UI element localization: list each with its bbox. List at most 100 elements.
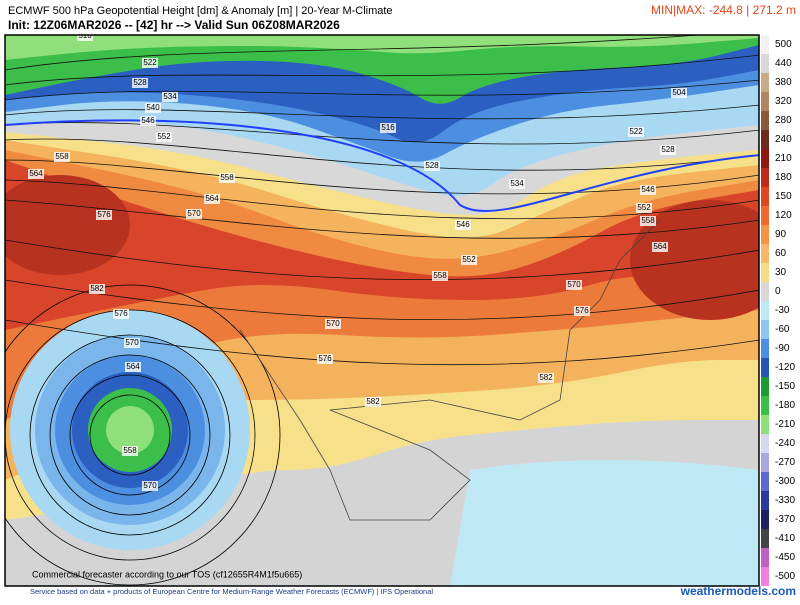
footer-credit: Service based on data + products of Euro… xyxy=(30,587,433,596)
contour-line xyxy=(5,122,759,145)
contour-label: 528 xyxy=(133,78,147,87)
colorbar-swatch xyxy=(761,263,769,282)
colorbar-label: -210 xyxy=(775,419,795,430)
anomaly-band xyxy=(5,35,759,60)
anomaly-blob xyxy=(5,175,130,275)
colorbar-swatch xyxy=(761,396,769,415)
colorbar-label: 0 xyxy=(775,286,781,297)
contour-line xyxy=(89,394,171,476)
contour-label: 558 xyxy=(433,271,447,280)
colorbar-label: 90 xyxy=(775,229,787,240)
colorbar-swatch xyxy=(761,111,769,130)
colorbar-swatch xyxy=(761,73,769,92)
colorbar-swatch xyxy=(761,244,769,263)
contour-label: 534 xyxy=(510,179,524,188)
contour-label: 558 xyxy=(123,446,137,455)
colorbar-swatch xyxy=(761,149,769,168)
watermark: Commercial forecaster according to our T… xyxy=(32,569,302,579)
contour-line xyxy=(5,279,759,321)
contour-label: 576 xyxy=(575,306,589,315)
contour-label: 576 xyxy=(318,354,332,363)
colorbar-swatch xyxy=(761,225,769,244)
contour-label-bg xyxy=(640,185,656,195)
colorbar-label: 150 xyxy=(775,191,792,202)
colorbar-swatch xyxy=(761,187,769,206)
contour-label-bg xyxy=(628,127,644,137)
contour-label-bg xyxy=(424,161,440,171)
contour-label: 546 xyxy=(141,116,155,125)
colorbar-label: 180 xyxy=(775,172,792,183)
contour-label: 504 xyxy=(672,88,686,97)
contour-label: 564 xyxy=(29,169,43,178)
contour-label-bg xyxy=(509,179,525,189)
contour-label: 534 xyxy=(163,92,177,101)
contour-label-bg xyxy=(125,362,141,372)
colorbar-label: -270 xyxy=(775,457,795,468)
colorbar-label: -330 xyxy=(775,495,795,506)
low-anomaly xyxy=(106,406,154,454)
contour-label: 522 xyxy=(143,58,157,67)
colorbar-swatch xyxy=(761,168,769,187)
contour-label-bg xyxy=(365,397,381,407)
contour-label: 546 xyxy=(456,220,470,229)
contour-label: 552 xyxy=(462,255,476,264)
colorbar-swatch xyxy=(761,130,769,149)
contour-label: 576 xyxy=(97,210,111,219)
contour-label-bg xyxy=(671,88,687,98)
colorbar-label: -240 xyxy=(775,438,795,449)
contour-label: 528 xyxy=(661,145,675,154)
colorbar-swatch xyxy=(761,358,769,377)
contour-line xyxy=(49,354,211,516)
colorbar-label: 120 xyxy=(775,210,792,221)
colorbar-label: -150 xyxy=(775,381,795,392)
contour-label-bg xyxy=(317,354,333,364)
colorbar-label: -410 xyxy=(775,533,795,544)
contour-label-bg xyxy=(204,194,220,204)
colorbar-label: -120 xyxy=(775,362,795,373)
colorbar-swatch xyxy=(761,529,769,548)
contour-label-bg xyxy=(77,35,93,41)
contour-label: 570 xyxy=(125,338,139,347)
contour-line xyxy=(5,54,759,86)
contour-line xyxy=(5,104,759,120)
colorbar-label: 280 xyxy=(775,115,792,126)
contour-label-bg xyxy=(538,373,554,383)
contour-label: 570 xyxy=(143,481,157,490)
colorbar-label: 30 xyxy=(775,267,787,278)
contour-label: 564 xyxy=(205,194,219,203)
min-max: MIN|MAX: -244.8 | 271.2 m xyxy=(651,3,796,17)
colorbar-swatch xyxy=(761,491,769,510)
contour-label-bg xyxy=(140,116,156,126)
colorbar-label: -180 xyxy=(775,400,795,411)
contour-label: 552 xyxy=(637,203,651,212)
contour-line xyxy=(5,179,759,220)
colorbar-swatch xyxy=(761,453,769,472)
contour-label-bg xyxy=(461,255,477,265)
contour-label: 570 xyxy=(187,209,201,218)
contour-label-bg xyxy=(142,58,158,68)
contour-label-bg xyxy=(186,209,202,219)
contour-line xyxy=(5,199,759,239)
colorbar-label: -300 xyxy=(775,476,795,487)
contour-label-bg xyxy=(156,132,172,142)
footer-site[interactable]: weathermodels.com xyxy=(680,584,796,598)
title: ECMWF 500 hPa Geopotential Height [dm] &… xyxy=(8,5,393,17)
contour-label: 564 xyxy=(126,362,140,371)
contour-label-bg xyxy=(660,145,676,155)
contour-label: 570 xyxy=(326,319,340,328)
contour-label-bg xyxy=(566,280,582,290)
colorbar: 500 440 380 320 280 240 210 180 150 120 90 60 30 0 -30… xyxy=(761,35,795,586)
anomaly-band xyxy=(450,460,759,586)
colorbar-label: -370 xyxy=(775,514,795,525)
contour-line xyxy=(5,284,281,586)
colorbar-label: -500 xyxy=(775,571,795,582)
contour-label: 522 xyxy=(629,127,643,136)
contour-label: 528 xyxy=(425,161,439,170)
contour-label-bg xyxy=(113,309,129,319)
colorbar-label: -30 xyxy=(775,305,790,316)
anomaly-band xyxy=(5,35,759,104)
contour-label: 558 xyxy=(641,216,655,225)
colorbar-swatch xyxy=(761,320,769,339)
